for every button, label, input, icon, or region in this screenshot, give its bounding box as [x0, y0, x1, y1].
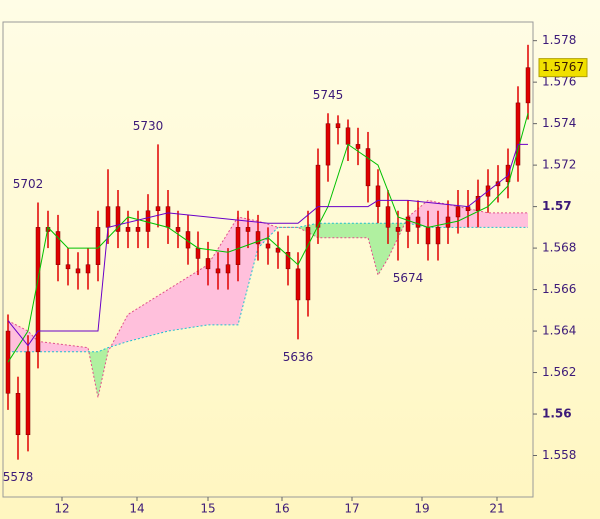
candle-body [265, 243, 271, 249]
y-tick-label: 1.568 [542, 241, 576, 255]
candle-body [105, 206, 111, 228]
candle-body [245, 227, 251, 232]
span-b [8, 222, 528, 353]
candle-body [285, 251, 291, 270]
cloud-segment [128, 289, 168, 342]
cloud-segment [208, 216, 238, 325]
candle-body [335, 123, 341, 129]
candle-body [235, 227, 241, 265]
candle-body [435, 227, 441, 245]
x-tick-label: 14 [129, 502, 144, 516]
y-tick-label: 1.57 [542, 199, 572, 213]
cloud-segment [458, 206, 488, 228]
y-tick-label: 1.572 [542, 158, 576, 172]
candle-body [215, 268, 221, 274]
indicator-line [7, 143, 528, 347]
y-tick-label: 1.566 [542, 282, 576, 296]
candle-body [255, 231, 261, 245]
x-tick-label: 17 [344, 502, 359, 516]
candle-body [115, 206, 121, 232]
candle-body [75, 268, 81, 274]
cloud-segment [38, 341, 88, 352]
cloud-segment [488, 212, 528, 228]
x-tick-label: 19 [414, 502, 429, 516]
cloud-segment [428, 200, 458, 228]
cloud-segment [168, 264, 208, 332]
x-tick-label: 15 [200, 502, 215, 516]
candle-body [395, 227, 401, 232]
candle-body [525, 67, 531, 104]
cloud-segment [8, 320, 28, 352]
candle-body [25, 351, 31, 436]
cloud-segment [28, 331, 38, 352]
annotation: 5745 [313, 88, 344, 102]
candle-body [415, 216, 421, 228]
annotation: 5702 [13, 177, 44, 191]
candle-body [225, 264, 231, 274]
y-tick-label: 1.574 [542, 116, 576, 130]
candle-body [345, 127, 351, 145]
annotation: 5674 [393, 271, 424, 285]
candle-body [195, 247, 201, 259]
plot-frame [2, 21, 534, 498]
candle-body [85, 264, 91, 274]
y-tick-label: 1.562 [542, 365, 576, 379]
y-tick-label: 1.56 [542, 407, 572, 421]
last-price-box [538, 58, 588, 78]
candle-body [325, 123, 331, 166]
annotation: 5636 [283, 350, 314, 364]
candle-body [275, 247, 281, 253]
annotation: 5578 [3, 470, 34, 484]
candle-body [125, 227, 131, 232]
candle-body [465, 206, 471, 212]
cloud-segment [318, 223, 338, 238]
indicator-line [7, 113, 529, 363]
y-tick-label: 1.564 [542, 324, 576, 338]
candle-body [135, 227, 141, 232]
candle-body [375, 185, 381, 207]
candle-body [505, 164, 511, 182]
x-tick-label: 16 [274, 502, 289, 516]
candle-body [145, 210, 151, 232]
candle-body [515, 102, 521, 166]
candle-body [15, 393, 21, 436]
cloud-segment [238, 216, 258, 325]
candle-body [455, 206, 461, 218]
candle-body [55, 231, 61, 265]
candle-body [175, 227, 181, 232]
candle-body [425, 227, 431, 245]
candle-body [405, 216, 411, 232]
y-tick-label: 1.578 [542, 33, 576, 47]
candle-body [155, 206, 161, 212]
candle-body [315, 164, 321, 228]
last-price-label: 1.5767 [542, 60, 584, 74]
candle-body [385, 206, 391, 228]
candle-body [445, 216, 451, 228]
x-tick-label: 12 [54, 502, 69, 516]
cloud-segment [338, 223, 368, 238]
candle-body [295, 268, 301, 301]
y-tick-label: 1.558 [542, 448, 576, 462]
candle-body [165, 206, 171, 228]
candle-body [355, 144, 361, 149]
candle-body [475, 195, 481, 212]
candle-body [65, 264, 71, 270]
cloud-segment [368, 223, 378, 276]
x-tick-label: 21 [489, 502, 504, 516]
span-a [7, 199, 528, 398]
y-tick-label: 1.576 [542, 75, 576, 89]
cloud-segment [98, 347, 108, 398]
candle-body [305, 227, 311, 301]
annotation: 5730 [133, 119, 164, 133]
candle-body [205, 258, 211, 270]
candle-body [365, 148, 371, 187]
